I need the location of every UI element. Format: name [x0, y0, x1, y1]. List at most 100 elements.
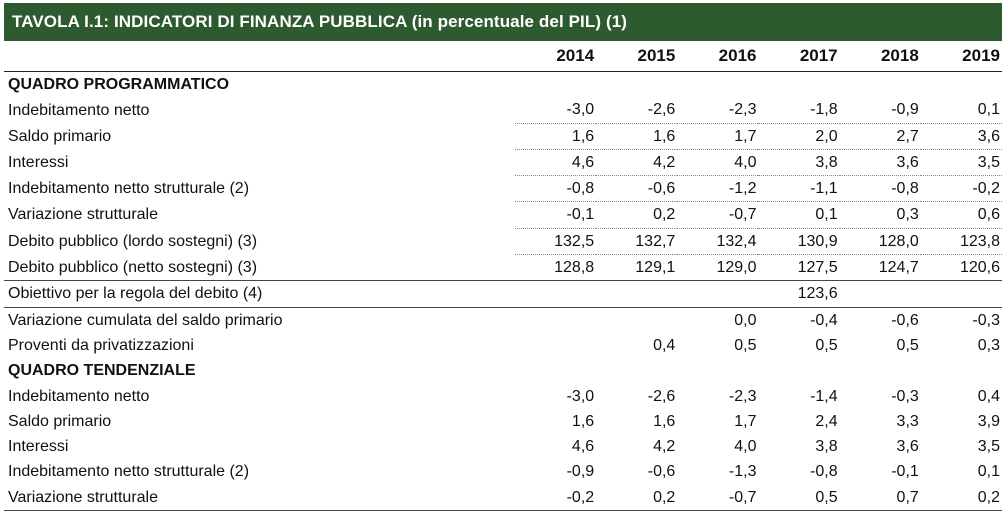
- year-header: 2017: [758, 41, 840, 72]
- table-row: Variazione strutturale -0,1 0,2 -0,7 0,1 0,3 0…: [4, 201, 1002, 229]
- year-header: 2014: [515, 41, 597, 72]
- value-cell: -0,6: [596, 175, 678, 203]
- year-header: 2019: [920, 41, 1002, 72]
- value-cell: -0,6: [647, 463, 676, 481]
- value-cell: -2,3: [728, 387, 757, 405]
- value-cell: 1,6: [653, 412, 676, 430]
- value-cell: 1,7: [734, 412, 757, 430]
- value-cell: 0,5: [896, 336, 919, 354]
- table-row: Saldo primario 1,6 1,6 1,7 2,4 3,3 3,9: [4, 409, 1002, 434]
- value-cell: 0,0: [677, 306, 759, 333]
- value-cell: 123,6: [758, 280, 840, 308]
- value-cell: 124,7: [839, 254, 921, 282]
- value-cell: 123,8: [920, 228, 1002, 256]
- value-cell: -0,8: [839, 175, 921, 203]
- table-row: Variazione strutturale -0,2 0,2 -0,7 0,5 0,7 0…: [4, 484, 1002, 511]
- value-cell: -1,3: [728, 463, 757, 481]
- value-cell: 1,6: [596, 123, 678, 150]
- value-cell: 127,5: [758, 254, 840, 282]
- value-cell: -0,9: [839, 97, 921, 124]
- table-row: Interessi 4,6 4,2 4,0 3,8 3,6 3,5: [4, 149, 1002, 177]
- value-cell: -0,2: [920, 175, 1002, 203]
- table-row: Saldo primario 1,6 1,6 1,7 2,0 2,7 3,6: [4, 123, 1002, 150]
- section-title: QUADRO PROGRAMMATICO: [8, 76, 230, 93]
- value-cell: 2,7: [839, 123, 921, 150]
- value-cell: [596, 306, 678, 333]
- value-cell: 132,7: [596, 228, 678, 256]
- value-cell: -1,2: [677, 175, 759, 203]
- value-cell: 3,6: [896, 438, 919, 456]
- table-row: Indebitamento netto strutturale (2) -0,9 -…: [4, 459, 1002, 484]
- value-cell: -0,1: [891, 463, 919, 481]
- value-cell: 0,4: [653, 336, 676, 354]
- table-row: Obiettivo per la regola del debito (4) 12…: [4, 280, 1002, 308]
- value-cell: 0,6: [920, 201, 1002, 229]
- value-cell: -0,6: [839, 306, 921, 333]
- value-cell: 3,6: [920, 123, 1002, 150]
- table-row: Indebitamento netto -3,0 -2,6 -2,3 -1,8 -0,9 0…: [4, 97, 1002, 124]
- value-cell: 3,8: [758, 149, 840, 177]
- year-header: 2016: [677, 41, 759, 72]
- value-cell: 0,7: [839, 484, 921, 511]
- value-cell: 4,0: [677, 149, 759, 177]
- value-cell: 132,4: [677, 228, 759, 256]
- value-cell: 1,6: [571, 412, 595, 430]
- table-title: TAVOLA I.1: INDICATORI DI FINANZA PUBBLI…: [4, 3, 1002, 41]
- value-cell: -0,4: [758, 306, 840, 333]
- value-cell: -3,0: [515, 97, 597, 124]
- value-cell: 0,3: [977, 336, 1000, 354]
- row-label: Variazione cumulata del saldo primario: [4, 306, 516, 333]
- value-cell: [677, 280, 759, 308]
- value-cell: 0,3: [839, 201, 921, 229]
- row-label: Indebitamento netto strutturale (2): [8, 463, 250, 481]
- value-cell: 0,1: [920, 97, 1002, 124]
- row-label: Debito pubblico (lordo sostegni) (3): [8, 232, 258, 250]
- row-label: Proventi da privatizzazioni: [8, 336, 194, 354]
- table-row: Debito pubblico (netto sostegni) (3) 128,…: [4, 254, 1002, 282]
- value-cell: -2,6: [647, 387, 676, 405]
- value-cell: 0,5: [758, 484, 840, 511]
- table-row: Interessi 4,6 4,2 4,0 3,8 3,6 3,5: [4, 434, 1002, 459]
- value-cell: -0,8: [515, 175, 597, 203]
- value-cell: -0,7: [677, 484, 759, 511]
- value-cell: 3,3: [896, 412, 919, 430]
- value-cell: 0,5: [815, 336, 838, 354]
- value-cell: -0,8: [810, 463, 838, 481]
- value-cell: 132,5: [515, 228, 597, 256]
- value-cell: -0,2: [515, 484, 597, 511]
- row-label: Saldo primario: [8, 412, 112, 430]
- value-cell: -2,3: [677, 97, 759, 124]
- row-label: Variazione strutturale: [8, 206, 158, 224]
- value-cell: 0,2: [596, 201, 678, 229]
- header-label-cell: [4, 41, 516, 72]
- value-cell: 2,4: [815, 412, 838, 430]
- value-cell: [515, 280, 597, 308]
- value-cell: -0,3: [920, 306, 1002, 333]
- value-cell: -2,6: [596, 97, 678, 124]
- row-label: Interessi: [8, 153, 69, 171]
- table-row: Debito pubblico (lordo sostegni) (3) 132,…: [4, 228, 1002, 256]
- row-label: Indebitamento netto strutturale (2): [8, 180, 250, 198]
- value-cell: 128,0: [839, 228, 921, 256]
- table-row: Proventi da privatizzazioni 0,4 0,5 0,5 0,5 0…: [4, 333, 1002, 358]
- value-cell: -1,8: [758, 97, 840, 124]
- value-cell: 1,7: [677, 123, 759, 150]
- value-cell: 0,4: [977, 387, 1000, 405]
- table-row: Indebitamento netto strutturale (2) -0,8-…: [4, 175, 1002, 203]
- value-cell: 0,2: [920, 484, 1002, 511]
- value-cell: -0,3: [891, 387, 919, 405]
- value-cell: 3,9: [977, 412, 1000, 430]
- value-cell: -3,0: [566, 387, 595, 405]
- value-cell: [515, 306, 597, 333]
- value-cell: 3,5: [977, 438, 1000, 456]
- value-cell: [920, 280, 1002, 308]
- value-cell: 1,6: [515, 123, 597, 150]
- row-label: Indebitamento netto: [8, 101, 150, 119]
- value-cell: -0,9: [566, 463, 595, 481]
- row-label: Indebitamento netto: [8, 387, 150, 405]
- value-cell: 3,5: [920, 149, 1002, 177]
- value-cell: 4,2: [653, 438, 676, 456]
- section-header-row: QUADRO PROGRAMMATICO: [4, 72, 1002, 98]
- value-cell: -1,1: [758, 175, 840, 203]
